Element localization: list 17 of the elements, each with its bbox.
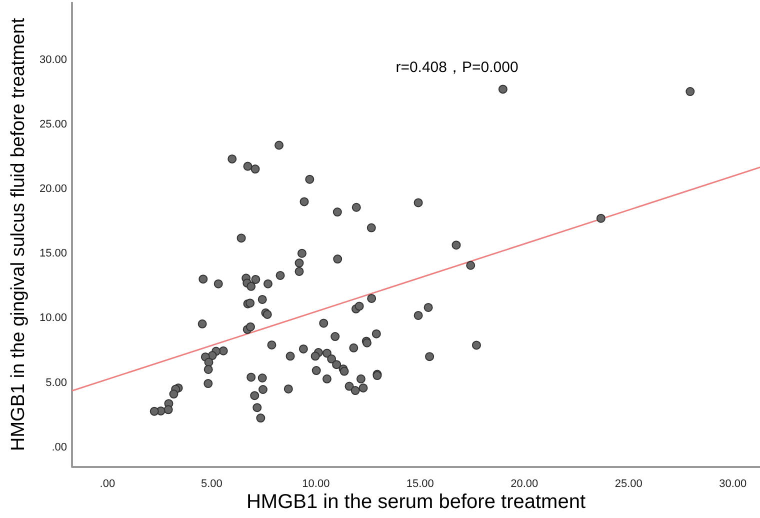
x-tick-label: .00 [100,478,116,490]
annotation: r=0.408，P=0.000 [396,59,518,76]
y-tick-label: 10.00 [39,312,67,324]
x-tick-label: 10.00 [302,478,330,490]
y-tick-label: 5.00 [46,376,67,389]
y-axis-title: HMGB1 in the gingival sulcus fluid before treatment [8,17,29,451]
y-tick-label: 20.00 [39,183,67,195]
x-axis-title: HMGB1 in the serum before treatment [246,491,586,513]
x-tick-label: 25.00 [614,478,642,490]
y-tick-label: 30.00 [39,54,67,66]
y-tick-label: 15.00 [39,248,67,260]
x-tick-label: 15.00 [406,478,434,490]
x-tick-label: 5.00 [200,478,222,490]
y-tick-label: .00 [52,441,67,454]
y-tick-label: 25.00 [39,118,67,130]
x-tick-label: 30.00 [719,478,747,490]
x-tick-label: 20.00 [510,478,538,490]
